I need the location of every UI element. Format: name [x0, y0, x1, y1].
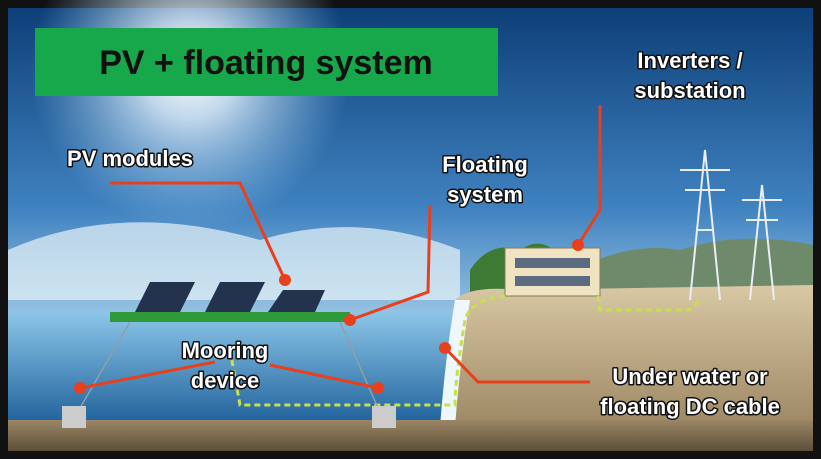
label: device	[191, 368, 260, 393]
label: substation	[634, 78, 745, 103]
mountains	[560, 238, 813, 300]
label: PV modules	[67, 146, 193, 171]
clouds	[8, 222, 460, 300]
anchor	[62, 406, 86, 428]
floating-array	[110, 282, 350, 322]
shore	[440, 285, 813, 427]
label: Inverters /	[637, 48, 742, 73]
label: Floating	[442, 152, 528, 177]
title-box	[35, 28, 498, 96]
mooring-lines	[79, 321, 379, 409]
label: Mooring	[182, 338, 269, 363]
anchor	[372, 406, 396, 428]
title: PV + floating system	[99, 44, 433, 82]
label: Under water or	[612, 364, 768, 389]
label: floating DC cable	[600, 394, 780, 419]
building	[504, 247, 601, 297]
lakebed	[8, 420, 813, 451]
label: system	[447, 182, 523, 207]
cable	[228, 294, 702, 407]
pylons	[680, 149, 782, 301]
callouts	[74, 105, 602, 394]
